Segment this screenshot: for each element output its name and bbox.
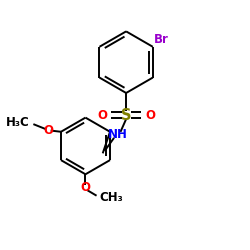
Text: S: S bbox=[121, 108, 132, 123]
Text: H₃C: H₃C bbox=[6, 116, 30, 129]
Text: Br: Br bbox=[154, 32, 169, 46]
Text: O: O bbox=[145, 109, 155, 122]
Text: O: O bbox=[97, 109, 107, 122]
Text: O: O bbox=[80, 181, 90, 194]
Text: O: O bbox=[43, 124, 53, 137]
Text: NH: NH bbox=[108, 128, 128, 141]
Text: CH₃: CH₃ bbox=[99, 191, 123, 204]
